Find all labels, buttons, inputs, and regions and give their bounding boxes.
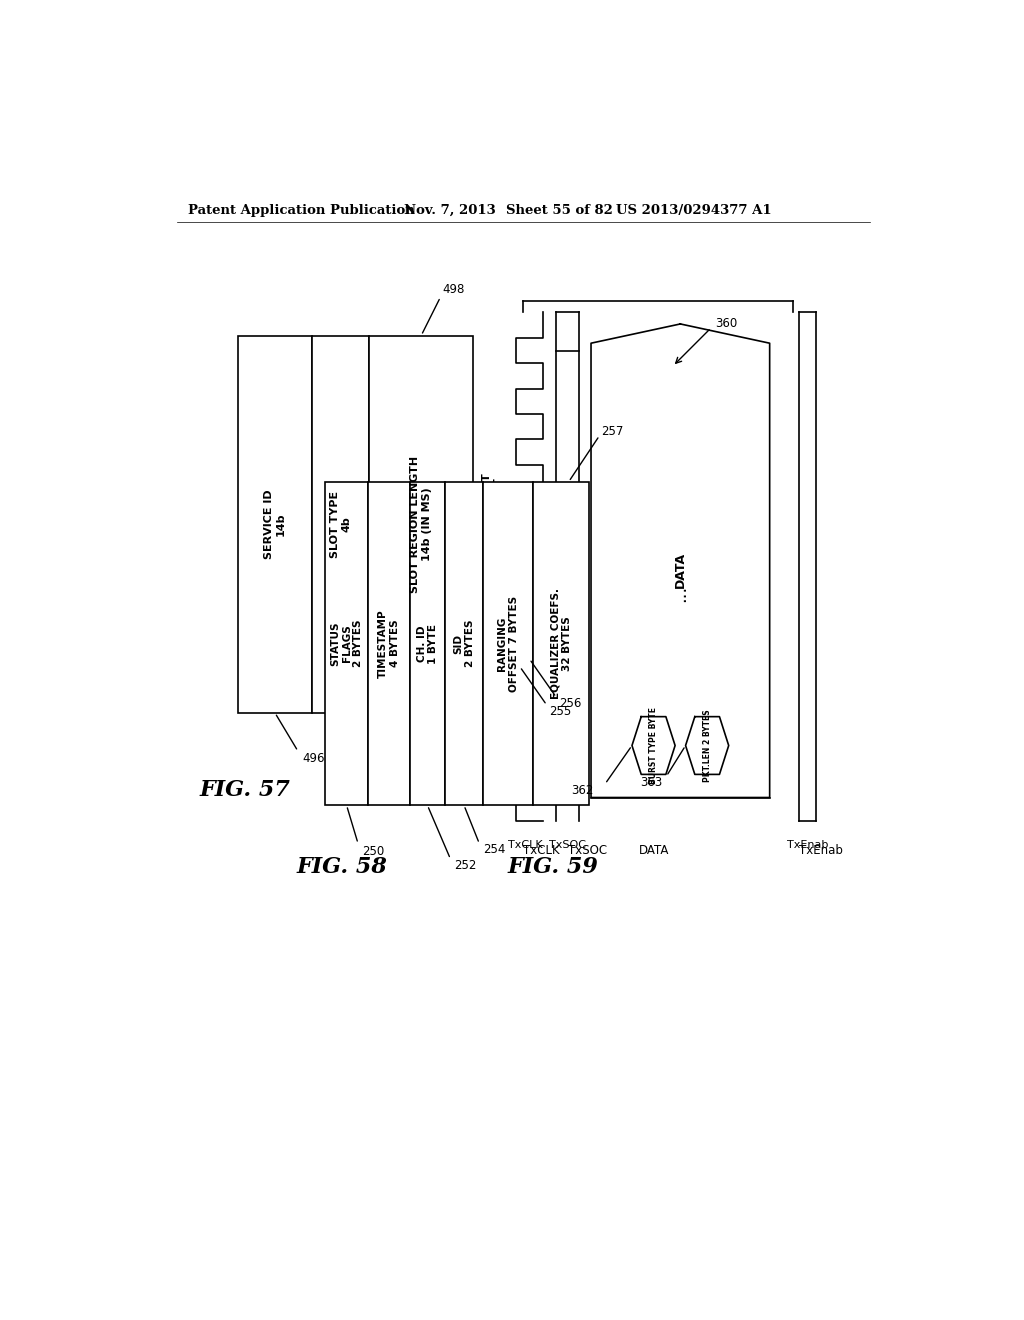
Text: Patent Application Publication: Patent Application Publication bbox=[188, 205, 415, 218]
Text: TxEnab: TxEnab bbox=[799, 843, 843, 857]
Text: 362: 362 bbox=[571, 784, 594, 797]
Bar bbox=[239, 335, 311, 713]
Bar bbox=[326, 482, 368, 805]
Bar bbox=[444, 482, 483, 805]
Text: FIG. 59: FIG. 59 bbox=[508, 855, 599, 878]
Text: STATUS
FLAGS
2 BYTES: STATUS FLAGS 2 BYTES bbox=[330, 620, 364, 667]
Text: SLOT REGION LENGTH
14b (IN MS): SLOT REGION LENGTH 14b (IN MS) bbox=[411, 455, 432, 593]
Text: Sheet 55 of 82: Sheet 55 of 82 bbox=[506, 205, 613, 218]
Text: TIMESTAMP
4 BYTES: TIMESTAMP 4 BYTES bbox=[378, 610, 399, 677]
Text: TxSOC: TxSOC bbox=[550, 840, 587, 850]
Text: ...: ... bbox=[672, 585, 689, 602]
Text: TxEnab: TxEnab bbox=[786, 840, 828, 850]
Text: 497: 497 bbox=[359, 744, 382, 758]
Text: 257: 257 bbox=[601, 425, 624, 438]
Bar bbox=[311, 335, 370, 713]
Text: 496: 496 bbox=[302, 752, 325, 766]
Bar bbox=[370, 335, 473, 713]
Text: 360: 360 bbox=[715, 317, 737, 330]
Text: SERVICE ID
14b: SERVICE ID 14b bbox=[264, 490, 286, 558]
Text: DATA: DATA bbox=[674, 552, 687, 589]
Text: 254: 254 bbox=[483, 843, 506, 857]
Text: TxCLK: TxCLK bbox=[508, 840, 543, 850]
Text: FIG. 58: FIG. 58 bbox=[296, 855, 387, 878]
Text: 250: 250 bbox=[361, 845, 384, 858]
Text: US 2013/0294377 A1: US 2013/0294377 A1 bbox=[615, 205, 771, 218]
Bar bbox=[534, 482, 589, 805]
Text: MSB-BYTE FIRST
MSB-BIT FIRST: MSB-BYTE FIRST MSB-BIT FIRST bbox=[482, 473, 504, 576]
Text: DATA: DATA bbox=[639, 843, 669, 857]
Bar bbox=[483, 482, 534, 805]
Text: CH. ID
1 BYTE: CH. ID 1 BYTE bbox=[417, 623, 438, 664]
Text: BURST TYPE BYTE: BURST TYPE BYTE bbox=[649, 708, 658, 784]
Text: SLOT TYPE
4b: SLOT TYPE 4b bbox=[330, 491, 351, 558]
Text: 363: 363 bbox=[640, 776, 663, 789]
Text: TxCLK: TxCLK bbox=[523, 843, 560, 857]
Text: 255: 255 bbox=[549, 705, 571, 718]
Text: 252: 252 bbox=[455, 859, 477, 871]
Bar bbox=[368, 482, 410, 805]
Text: PKT.LEN 2 BYTES: PKT.LEN 2 BYTES bbox=[702, 709, 712, 781]
Text: 256: 256 bbox=[559, 697, 581, 710]
Text: 498: 498 bbox=[442, 282, 465, 296]
Text: TxSOC: TxSOC bbox=[568, 843, 607, 857]
Text: FIG. 57: FIG. 57 bbox=[200, 779, 291, 801]
Text: EQUALIZER COEFS.
32 BYTES: EQUALIZER COEFS. 32 BYTES bbox=[550, 587, 571, 700]
Text: Nov. 7, 2013: Nov. 7, 2013 bbox=[403, 205, 496, 218]
Text: SID
2 BYTES: SID 2 BYTES bbox=[454, 620, 475, 667]
Text: RANGING
OFFSET 7 BYTES: RANGING OFFSET 7 BYTES bbox=[498, 595, 519, 692]
Bar bbox=[410, 482, 444, 805]
